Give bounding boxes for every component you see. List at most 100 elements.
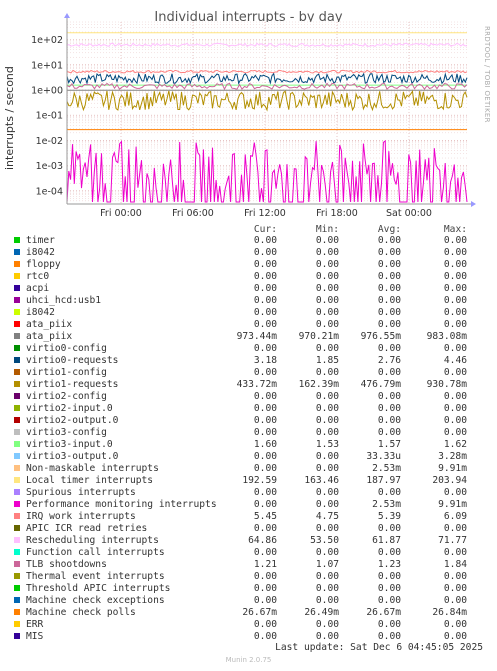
legend-column-header: Avg:	[377, 224, 401, 235]
legend-value-avg: 476.79m	[360, 379, 401, 390]
legend-value-min: 0.00	[315, 271, 339, 282]
legend-row: i8042 0.00 0.00 0.00 0.00	[12, 247, 482, 259]
legend-swatch	[14, 405, 20, 411]
legend-value-min: 0.00	[315, 487, 339, 498]
legend-row: virtio0-config 0.00 0.00 0.00 0.00	[12, 343, 482, 355]
legend-value-min: 0.00	[315, 523, 339, 534]
legend-series-name: virtio2-output.0	[26, 415, 119, 426]
legend-column-header: Max:	[443, 224, 467, 235]
legend-series-name: virtio3-input.0	[26, 439, 113, 450]
x-tick-label: Fri 00:00	[100, 208, 142, 219]
legend-swatch	[14, 441, 20, 447]
legend-value-avg: 0.00	[377, 235, 401, 246]
legend-row: Non-maskable interrupts 0.00 0.00 2.53m 9.91…	[12, 463, 482, 475]
legend-value-cur: 1.21	[253, 559, 277, 570]
legend-swatch	[14, 333, 20, 339]
legend-value-min: 0.00	[315, 235, 339, 246]
legend-value-cur: 0.00	[253, 619, 277, 630]
legend-value-min: 0.00	[315, 295, 339, 306]
legend-value-min: 1.85	[315, 355, 339, 366]
legend-value-min: 0.00	[315, 403, 339, 414]
legend-series-name: Performance monitoring interrupts	[26, 499, 217, 510]
legend-value-max: 0.00	[443, 403, 467, 414]
interrupts-chart: 1e+02 1e+01 1e+00 1e-01 1e-02 1e-03 1e-04 Fri 0…	[31, 13, 476, 219]
legend-series-name: virtio0-config	[26, 343, 107, 354]
legend-series-name: ERR	[26, 619, 44, 630]
legend-value-min: 0.00	[315, 307, 339, 318]
legend-value-max: 983.08m	[426, 331, 467, 342]
legend-row: Thermal event interrupts 0.00 0.00 0.00 0.00	[12, 571, 482, 583]
legend-swatch	[14, 513, 20, 519]
legend-value-avg: 0.00	[377, 259, 401, 270]
legend-row: Spurious interrupts 0.00 0.00 0.00 0.00	[12, 487, 482, 499]
legend-value-cur: 0.00	[253, 523, 277, 534]
legend-value-cur: 0.00	[253, 547, 277, 558]
legend-series-name: virtio1-config	[26, 367, 107, 378]
legend-value-avg: 5.39	[377, 511, 401, 522]
legend-row: virtio1-requests 433.72m 162.39m 476.79m 930…	[12, 379, 482, 391]
legend-value-cur: 0.00	[253, 235, 277, 246]
legend-row: rtc0 0.00 0.00 0.00 0.00	[12, 271, 482, 283]
legend-value-min: 0.00	[315, 631, 339, 642]
legend-value-max: 9.91m	[438, 499, 467, 510]
legend-value-avg: 0.00	[377, 391, 401, 402]
legend-value-min: 0.00	[315, 595, 339, 606]
y-tick-label: 1e+01	[31, 60, 63, 71]
legend-series-name: Spurious interrupts	[26, 487, 136, 498]
legend-value-min: 0.00	[315, 367, 339, 378]
legend-swatch	[14, 261, 20, 267]
legend-value-min: 0.00	[315, 583, 339, 594]
legend-row: ERR 0.00 0.00 0.00 0.00	[12, 619, 482, 631]
legend-value-max: 0.00	[443, 415, 467, 426]
x-tick-label: Fri 06:00	[172, 208, 214, 219]
legend-series-name: i8042	[26, 307, 55, 318]
legend-value-min: 970.21m	[298, 331, 339, 342]
legend-value-min: 163.46	[304, 475, 339, 486]
legend-value-avg: 0.00	[377, 283, 401, 294]
legend-value-cur: 0.00	[253, 367, 277, 378]
legend-column-header: Cur:	[253, 224, 277, 235]
legend-value-avg: 187.97	[366, 475, 401, 486]
legend-series-name: Non-maskable interrupts	[26, 463, 159, 474]
legend-swatch	[14, 537, 20, 543]
legend-row: ata_piix 973.44m 970.21m 976.55m 983.08m	[12, 331, 482, 343]
legend-series-name: virtio3-config	[26, 427, 107, 438]
legend-value-cur: 0.00	[253, 247, 277, 258]
legend-value-max: 0.00	[443, 319, 467, 330]
legend-row: Threshold APIC interrupts 0.00 0.00 0.00 0.0…	[12, 583, 482, 595]
x-tick-label: Fri 12:00	[244, 208, 286, 219]
legend-value-max: 0.00	[443, 523, 467, 534]
legend-row: virtio3-output.0 0.00 0.00 33.33u 3.28m	[12, 451, 482, 463]
legend-row: TLB shootdowns 1.21 1.07 1.23 1.84	[12, 559, 482, 571]
legend-value-min: 0.00	[315, 547, 339, 558]
legend-swatch	[14, 429, 20, 435]
x-tick-label: Fri 18:00	[316, 208, 358, 219]
legend-value-min: 26.49m	[304, 607, 339, 618]
legend-row: acpi 0.00 0.00 0.00 0.00	[12, 283, 482, 295]
series-rescheduling	[66, 42, 468, 48]
legend-value-max: 9.91m	[438, 463, 467, 474]
legend-value-avg: 0.00	[377, 619, 401, 630]
legend-value-max: 203.94	[432, 475, 467, 486]
legend-value-max: 71.77	[438, 535, 467, 546]
legend-swatch	[14, 285, 20, 291]
series-irq-work	[66, 69, 468, 74]
legend-series-name: MIS	[26, 631, 44, 642]
legend-value-cur: 3.18	[253, 355, 277, 366]
legend-series-name: virtio2-input.0	[26, 403, 113, 414]
legend-swatch	[14, 561, 20, 567]
legend-series-name: IRQ work interrupts	[26, 511, 136, 522]
legend-series-name: Thermal event interrupts	[26, 571, 165, 582]
legend-value-avg: 1.23	[377, 559, 401, 570]
legend-value-max: 0.00	[443, 307, 467, 318]
legend-swatch	[14, 573, 20, 579]
legend-series-name: TLB shootdowns	[26, 559, 107, 570]
legend-value-max: 6.09	[443, 511, 467, 522]
legend-value-max: 3.28m	[438, 451, 467, 462]
legend-row: Machine check polls 26.67m 26.49m 26.67m 26.…	[12, 607, 482, 619]
legend-value-max: 4.46	[443, 355, 467, 366]
legend-series-name: virtio2-config	[26, 391, 107, 402]
legend-value-min: 0.00	[315, 319, 339, 330]
legend-value-avg: 0.00	[377, 415, 401, 426]
legend-value-max: 0.00	[443, 571, 467, 582]
